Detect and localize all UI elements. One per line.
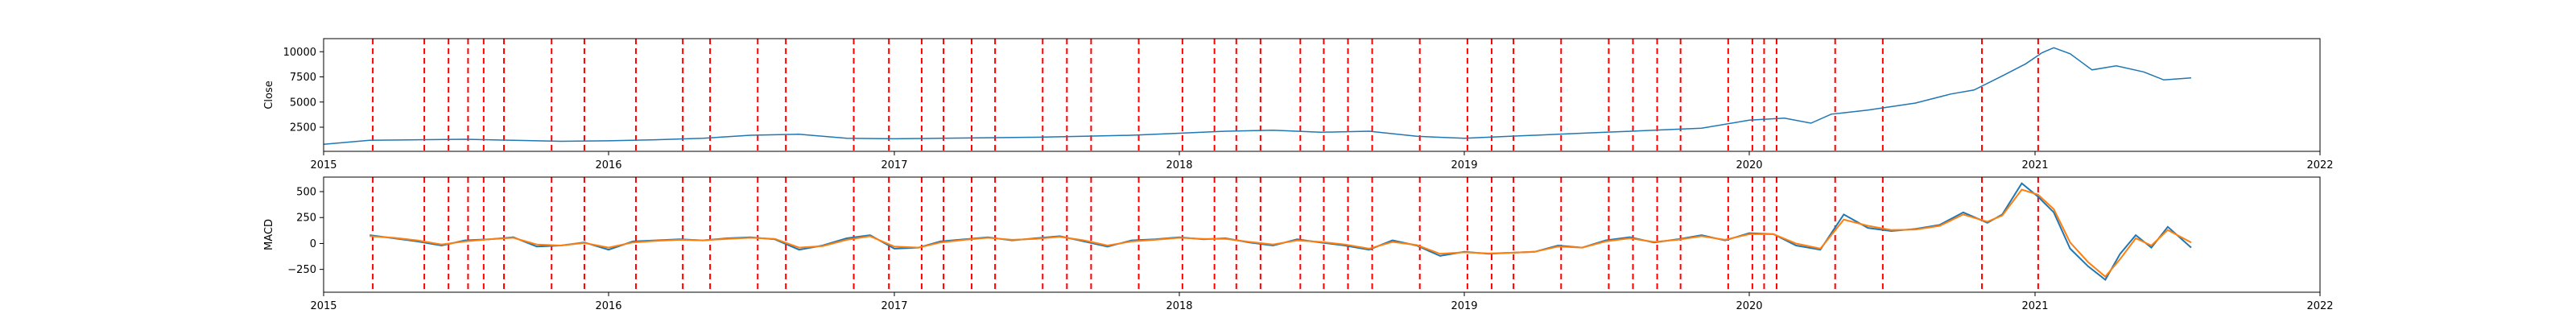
macd-x-tick-label: 2021 <box>2021 300 2048 312</box>
close-y-tick-label: 5000 <box>290 97 316 109</box>
close-y-tick-label: 2500 <box>290 122 316 134</box>
macd-y-tick-label: −250 <box>287 264 316 276</box>
macd-series-line-0 <box>369 182 2192 281</box>
close-x-tick-label: 2022 <box>2306 159 2333 171</box>
macd-x-tick-label: 2016 <box>595 300 621 312</box>
macd-axes-frame <box>323 176 2321 293</box>
close-axes-frame <box>323 38 2321 152</box>
close-x-tick-label: 2017 <box>881 159 907 171</box>
macd-y-axis-label: MACD <box>263 219 275 250</box>
macd-x-tick-label: 2019 <box>1451 300 1477 312</box>
close-x-tick-label: 2021 <box>2021 159 2048 171</box>
macd-series-line-1 <box>369 188 2192 279</box>
macd-y-tick-label: 250 <box>296 213 316 225</box>
macd-event-lines <box>372 177 2039 292</box>
close-panel: 2015 2016 2017 2018 2019 2020 2021 2022 2500 5000… <box>263 38 2334 171</box>
macd-x-tick-label: 2022 <box>2306 300 2333 312</box>
close-x-tick-label: 2015 <box>310 159 336 171</box>
macd-x-tick-label: 2018 <box>1166 300 1192 312</box>
close-x-tick-label: 2018 <box>1166 159 1192 171</box>
macd-x-tick-label: 2015 <box>310 300 336 312</box>
macd-y-tick-label: 0 <box>310 238 316 250</box>
macd-panel: 2015 2016 2017 2018 2019 2020 2021 2022 −250 0 250… <box>263 176 2334 312</box>
close-y-tick-label: 10000 <box>283 47 316 59</box>
close-event-lines <box>372 39 2039 151</box>
close-y-axis-label: Close <box>263 80 275 109</box>
macd-x-tick-label: 2020 <box>1736 300 1762 312</box>
close-x-tick-label: 2016 <box>595 159 621 171</box>
close-y-tick-label: 7500 <box>290 72 316 84</box>
close-x-tick-label: 2019 <box>1451 159 1477 171</box>
macd-y-tick-label: 500 <box>296 187 316 199</box>
macd-x-tick-label: 2017 <box>881 300 907 312</box>
close-series-line-0 <box>324 47 2192 146</box>
close-x-tick-label: 2020 <box>1736 159 1762 171</box>
